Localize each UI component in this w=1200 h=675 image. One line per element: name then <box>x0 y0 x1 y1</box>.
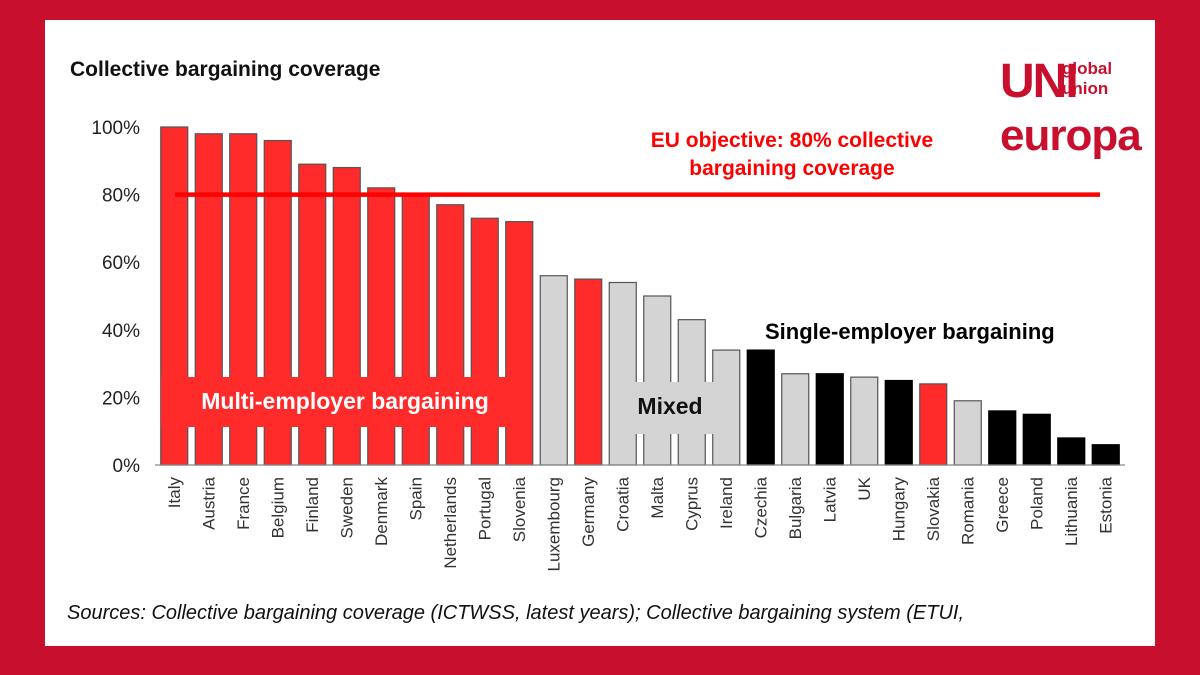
x-tick-label: Spain <box>407 477 426 520</box>
x-tick-label: Luxembourg <box>545 477 564 572</box>
bar-portugal <box>470 217 499 466</box>
bar-slovakia <box>919 383 948 466</box>
bar-hungary <box>884 379 913 466</box>
bar-luxembourg <box>539 275 568 466</box>
x-tick-label: Czechia <box>752 476 771 538</box>
source-note: Sources: Collective bargaining coverage … <box>67 602 965 624</box>
x-tick-label: Poland <box>1028 477 1047 530</box>
x-tick-label: Slovenia <box>510 476 529 542</box>
x-tick-label: Lithuania <box>1062 476 1081 546</box>
mixed-label: Mixed <box>637 393 702 419</box>
eu-objective-label-line2: bargaining coverage <box>689 157 894 180</box>
x-tick-label: Slovakia <box>924 476 943 541</box>
multi-employer-label-box <box>161 377 529 427</box>
bar-romania <box>953 400 982 466</box>
x-tick-label: Cyprus <box>683 477 702 531</box>
logo-mark: UNI <box>1000 55 1079 108</box>
bar-malta <box>643 295 672 466</box>
x-tick-label: UK <box>855 476 874 500</box>
logo-europa: europa <box>1000 111 1142 160</box>
x-tick-label: Bulgaria <box>786 476 805 539</box>
y-tick-label: 100% <box>91 118 140 139</box>
logo-global: global <box>1062 59 1113 78</box>
x-tick-label: Germany <box>579 477 598 547</box>
bar-germany <box>574 278 603 466</box>
bar-bulgaria <box>781 373 810 466</box>
bar-greece <box>988 410 1017 466</box>
x-tick-label: Italy <box>165 477 184 509</box>
bar-slovenia <box>505 221 534 466</box>
x-tick-label: Belgium <box>269 477 288 538</box>
uni-europa-logo: UNI global union europa <box>1000 55 1142 171</box>
y-tick-label: 80% <box>102 186 140 207</box>
x-tick-label: Netherlands <box>441 477 460 569</box>
y-tick-label: 40% <box>102 321 140 342</box>
x-tick-label: Hungary <box>890 477 909 542</box>
x-tick-label: Austria <box>200 476 219 529</box>
x-tick-label: Greece <box>993 477 1012 533</box>
bar-uk <box>850 376 879 466</box>
x-tick-label: France <box>234 477 253 530</box>
x-tick-label: Estonia <box>1097 476 1116 533</box>
multi-employer-label: Multi-employer bargaining <box>201 388 489 414</box>
x-tick-label: Denmark <box>372 477 391 546</box>
x-tick-label: Latvia <box>821 476 840 522</box>
chart-title: Collective bargaining coverage <box>70 58 381 81</box>
bar-poland <box>1022 413 1051 466</box>
x-tick-label: Ireland <box>717 477 736 529</box>
x-tick-label: Croatia <box>614 476 633 531</box>
single-employer-label: Single-employer bargaining <box>765 319 1055 344</box>
x-tick-label: Finland <box>303 477 322 533</box>
x-tick-label: Portugal <box>476 477 495 540</box>
bar-czechia <box>746 349 775 466</box>
x-tick-label: Malta <box>648 476 667 518</box>
chart-panel: Collective bargaining coverage UNI globa… <box>45 20 1155 646</box>
mixed-label-box <box>610 382 730 434</box>
bar-lithuania <box>1057 437 1086 466</box>
y-tick-label: 0% <box>113 456 141 477</box>
bar-estonia <box>1091 444 1120 466</box>
bar-croatia <box>608 281 637 466</box>
y-tick-label: 20% <box>102 388 140 409</box>
bar-latvia <box>815 373 844 466</box>
x-tick-label: Sweden <box>338 477 357 538</box>
y-tick-label: 60% <box>102 253 140 274</box>
bar-chart: 0% 20% 40% 60% 80% 100% Italy Austria France Belg… <box>91 118 1125 572</box>
x-tick-label: Romania <box>959 476 978 545</box>
eu-objective-label: EU objective: 80% collective <box>651 129 933 152</box>
logo-union: union <box>1062 79 1109 98</box>
